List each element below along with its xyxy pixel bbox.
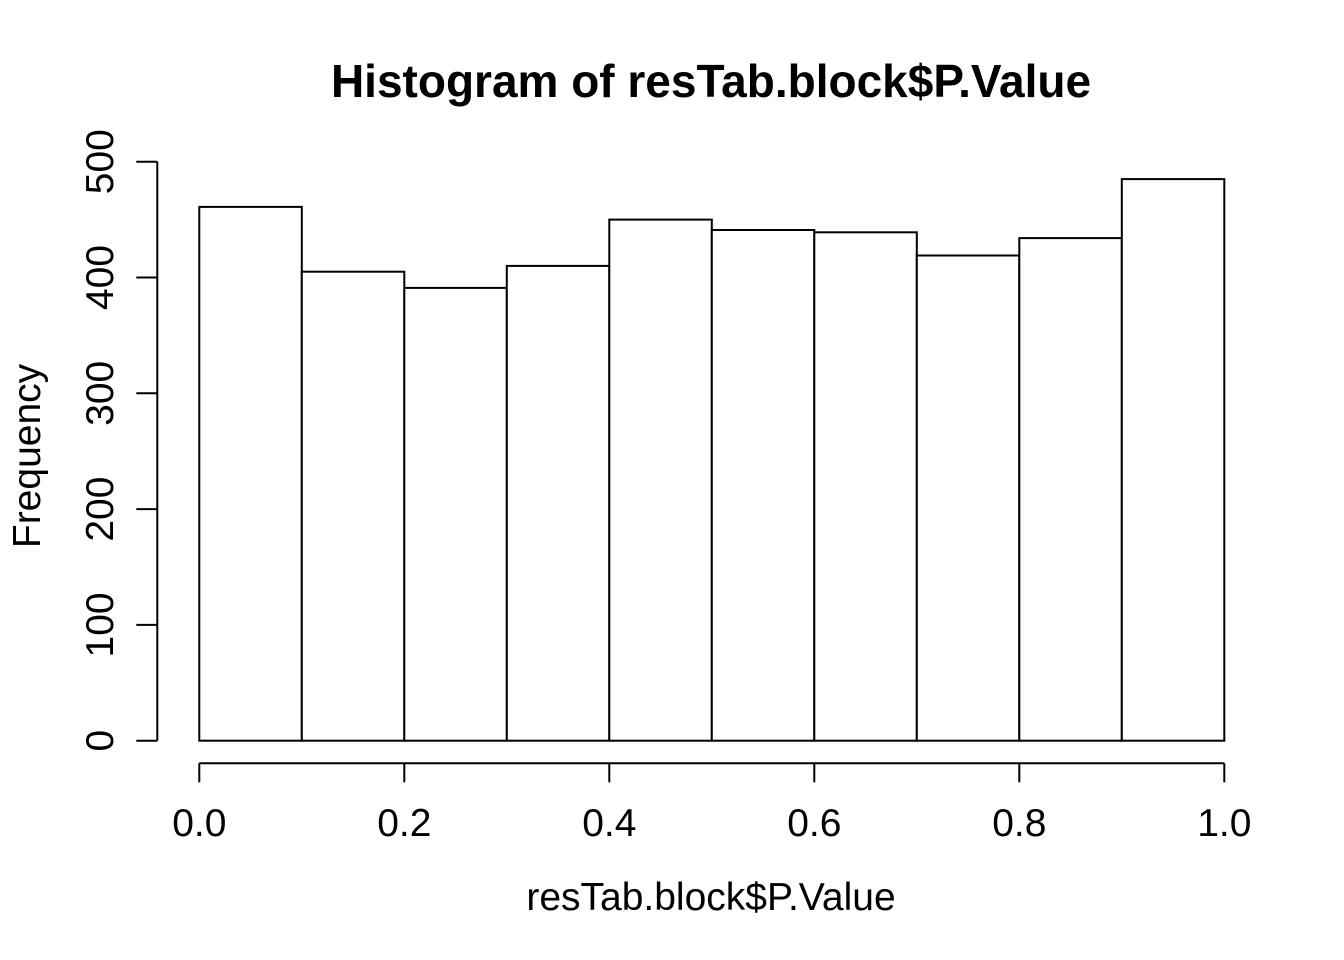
histogram-bar [505,264,611,742]
y-tick-label: 200 [79,477,122,542]
x-tick-label: 0.2 [377,802,431,845]
chart-title: Histogram of resTab.block$P.Value [331,55,1091,107]
histogram-bar [915,254,1021,742]
histogram-bars [198,178,1226,742]
histogram-bar [813,231,918,742]
x-tick-label: 1.0 [1197,802,1251,845]
y-tick-label: 100 [79,592,122,657]
y-axis-label: Frequency [6,363,49,548]
y-tick-label: 500 [79,129,122,194]
histogram-bar [300,270,406,742]
x-tick-label: 0.6 [787,802,841,845]
histogram-bar [1120,178,1226,742]
histogram-bar [1018,237,1123,742]
x-axis: 0.0 0.2 0.4 0.6 0.8 1.0 [172,762,1251,845]
y-tick-label: 300 [79,361,122,426]
x-tick-label: 0.8 [992,802,1046,845]
histogram-bar [608,218,713,742]
histogram-bar [198,205,303,742]
histogram-bar [403,286,508,742]
histogram-bar [710,229,816,742]
x-tick-label: 0.0 [172,802,226,845]
y-tick-label: 400 [79,245,122,310]
x-axis-label: resTab.block$P.Value [526,876,895,919]
x-tick-label: 0.4 [582,802,636,845]
y-tick-label: 0 [79,730,122,752]
y-axis: 0 100 200 300 400 500 [79,129,159,752]
